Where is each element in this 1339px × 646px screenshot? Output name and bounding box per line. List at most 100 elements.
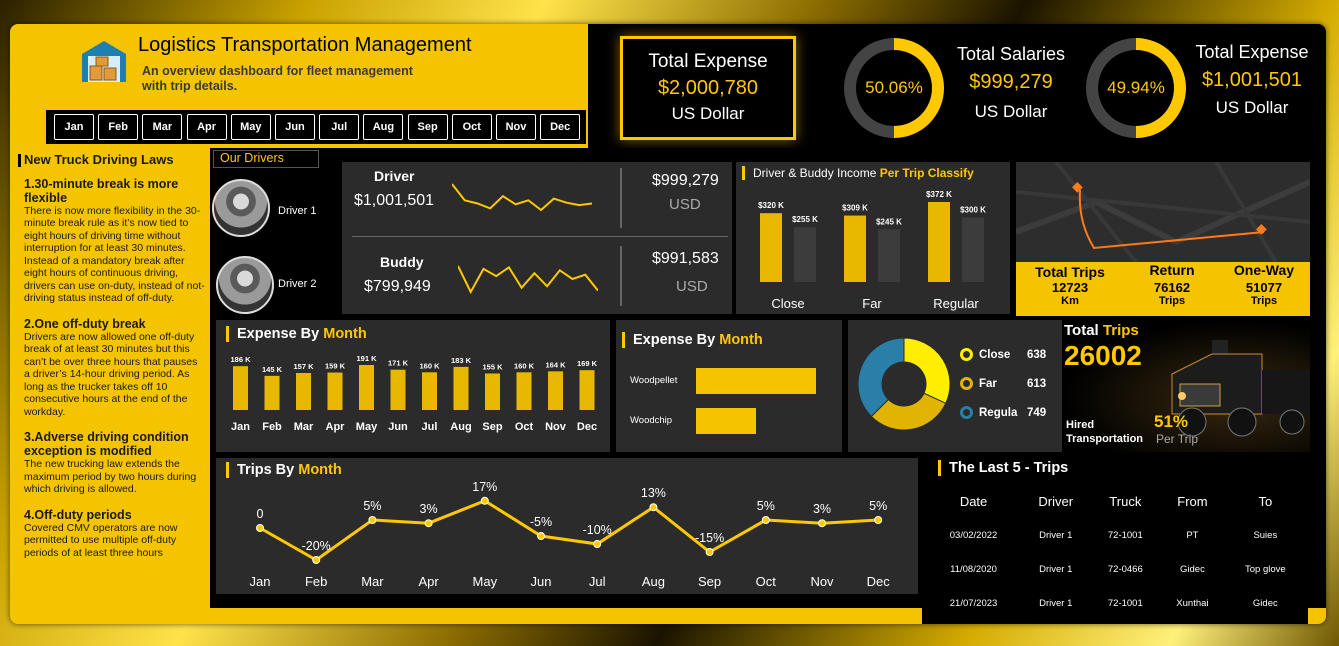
month-button-jul[interactable]: Jul: [319, 114, 360, 140]
map-pin-start-icon: ◆: [1072, 178, 1083, 194]
month-button-nov[interactable]: Nov: [496, 114, 536, 140]
column-header-from[interactable]: From: [1177, 493, 1208, 509]
trips-point: [818, 519, 826, 528]
hired-percent-label: Per Trip: [1156, 432, 1199, 446]
trips-point-label: 0: [257, 507, 264, 521]
expense-month-bar: [296, 373, 311, 410]
month-button-mar[interactable]: Mar: [142, 114, 183, 140]
table-cell: 72-0466: [1107, 563, 1143, 575]
trips-axis-label: Mar: [361, 574, 384, 589]
expense-month-bar-label: 186 K: [230, 355, 251, 364]
page-title: Logistics Transportation Management: [138, 34, 472, 56]
trips-point-label: -15%: [695, 531, 724, 545]
driver-right-value: $999,279: [652, 172, 719, 189]
table-cell: Top glove: [1244, 563, 1286, 575]
expense-month-bar: [264, 375, 280, 410]
month-button-apr[interactable]: Apr: [186, 114, 227, 140]
driver-1-avatar: [212, 179, 270, 237]
income-bar: [794, 227, 816, 282]
expense-value: $1,001,501: [1201, 69, 1303, 91]
hired-transport-card: Total Trips 26002 Hired Transportation 5…: [1062, 320, 1310, 452]
trips-by-month-panel: Trips By Month 0 Jan -20% Feb 5% Mar 3% Apr 17% M…: [216, 458, 918, 594]
buddy-right-unit: USD: [676, 278, 708, 295]
driver-sparkline: [452, 183, 592, 212]
month-filter-bar: Jan Feb Mar Apr May Jun Jul Aug Sep Oct Nov Dec: [46, 110, 586, 144]
income-bar-label: $309 K: [842, 204, 868, 213]
trips-summary: Total Trips 12723 Km Return 76162 Trips …: [1016, 262, 1310, 316]
law-body: Drivers are now allowed one off-duty bre…: [24, 330, 198, 418]
expense-by-type-chart: Woodpellet Woodchip: [630, 368, 816, 434]
trips-point: [537, 532, 545, 540]
law-title: 4.Off-duty periods: [24, 507, 132, 522]
month-button-may[interactable]: May: [230, 114, 271, 140]
donut-legend-item: Far 613: [960, 369, 1060, 398]
column-header-date[interactable]: Date: [959, 493, 988, 509]
expense-month-axis-label: Nov: [545, 421, 567, 433]
month-button-jun[interactable]: Jun: [275, 114, 315, 140]
income-bar-label: $300 K: [960, 205, 986, 214]
trips-point: [312, 556, 321, 564]
sparkline-line: [452, 183, 592, 212]
expense-month-bar-label: 160 K: [419, 361, 440, 370]
expense-by-month-panel: Expense By Month 186 K Jan 145 K Feb 157 K Ma…: [216, 320, 610, 452]
table-row[interactable]: 21/07/2023 Driver 1 72-1001 Xunthai Gidec: [926, 586, 1306, 620]
trips-point-label: -20%: [302, 539, 331, 553]
salaries-label: Total Salaries: [956, 44, 1066, 64]
last-trips-panel: The Last 5 - Trips Date Driver Truck From To…: [922, 452, 1308, 624]
trips-by-month-chart: 0 Jan -20% Feb 5% Mar 3% Apr 17% May -5% Jun -10% Jul…: [250, 480, 891, 589]
expense-month-axis-label: Apr: [326, 421, 346, 433]
driver-2-avatar: [216, 256, 274, 314]
table-cell: 21/07/2023: [949, 597, 998, 609]
law-body: There is now more flexibility in the 30-…: [24, 204, 205, 305]
table-row[interactable]: 03/02/2022 Driver 1 72-1001 PT Suies: [926, 518, 1306, 552]
month-button-dec[interactable]: Dec: [540, 114, 581, 140]
buddy-right-value: $991,583: [652, 250, 719, 267]
column-header-truck[interactable]: Truck: [1109, 493, 1142, 509]
trips-point: [649, 503, 658, 512]
map-panel: ◆ ◆: [1016, 162, 1310, 262]
month-button-aug[interactable]: Aug: [363, 114, 404, 140]
salaries-ring: 50.06%: [844, 38, 944, 138]
panel-divider-horizontal: [352, 236, 728, 237]
expense-month-bar: [359, 365, 374, 410]
table-cell: 11/08/2020: [950, 563, 997, 575]
trips-point-label: 17%: [472, 480, 497, 494]
column-header-to[interactable]: To: [1258, 493, 1273, 509]
trips-point: [368, 516, 377, 524]
truck-image: [1171, 340, 1310, 437]
hired-label: Hired Transportation: [1066, 419, 1144, 445]
expense-month-bar-label: 164 K: [545, 360, 566, 369]
expense-month-axis-label: Aug: [450, 421, 471, 433]
month-button-jan[interactable]: Jan: [54, 114, 94, 140]
expense-month-bar: [453, 366, 469, 410]
column-header-driver[interactable]: Driver: [1038, 493, 1074, 509]
law-item: 4.Off-duty periods Covered CMV operators …: [18, 508, 206, 560]
trips-axis-label: Dec: [867, 574, 891, 589]
donut-slice-far: [870, 392, 947, 431]
income-bar-label: $372 K: [926, 190, 952, 199]
income-chart-panel: Driver & Buddy Income Per Trip Classify …: [736, 162, 1010, 314]
trips-point-label: 3%: [420, 502, 438, 516]
expense-by-type-panel: Expense By Month Woodpellet Woodchip: [616, 320, 842, 452]
trips-point: [593, 540, 602, 548]
table-cell: Suies: [1253, 529, 1278, 541]
expense-type-label: Woodchip: [630, 415, 672, 426]
donut-legend-item: Close 638: [960, 340, 1060, 369]
month-button-sep[interactable]: Sep: [407, 114, 448, 140]
table-cell: Driver 1: [1039, 529, 1073, 541]
month-button-feb[interactable]: Feb: [98, 114, 139, 140]
law-title: 1.30-minute break is more flexible: [24, 176, 179, 205]
expense-type-bar: [696, 368, 816, 394]
trips-axis-label: Sep: [698, 574, 721, 589]
month-button-oct[interactable]: Oct: [451, 114, 492, 140]
expense-month-bar-label: 157 K: [293, 362, 314, 371]
buddy-value: $799,949: [364, 278, 431, 295]
last-trips-table-wrap: Date Driver Truck From To 03/02/2022 Driver 1…: [926, 484, 1306, 620]
driver-value: $1,001,501: [354, 192, 435, 209]
law-body: Covered CMV operators are now permitted …: [24, 521, 178, 559]
table-row[interactable]: 11/08/2020 Driver 1 72-0466 Gidec Top glove: [926, 552, 1306, 586]
trips-point: [705, 548, 714, 556]
our-drivers-tab[interactable]: Our Drivers: [213, 150, 319, 168]
trips-point: [424, 519, 433, 528]
hired-total-value: 26002: [1064, 340, 1142, 371]
